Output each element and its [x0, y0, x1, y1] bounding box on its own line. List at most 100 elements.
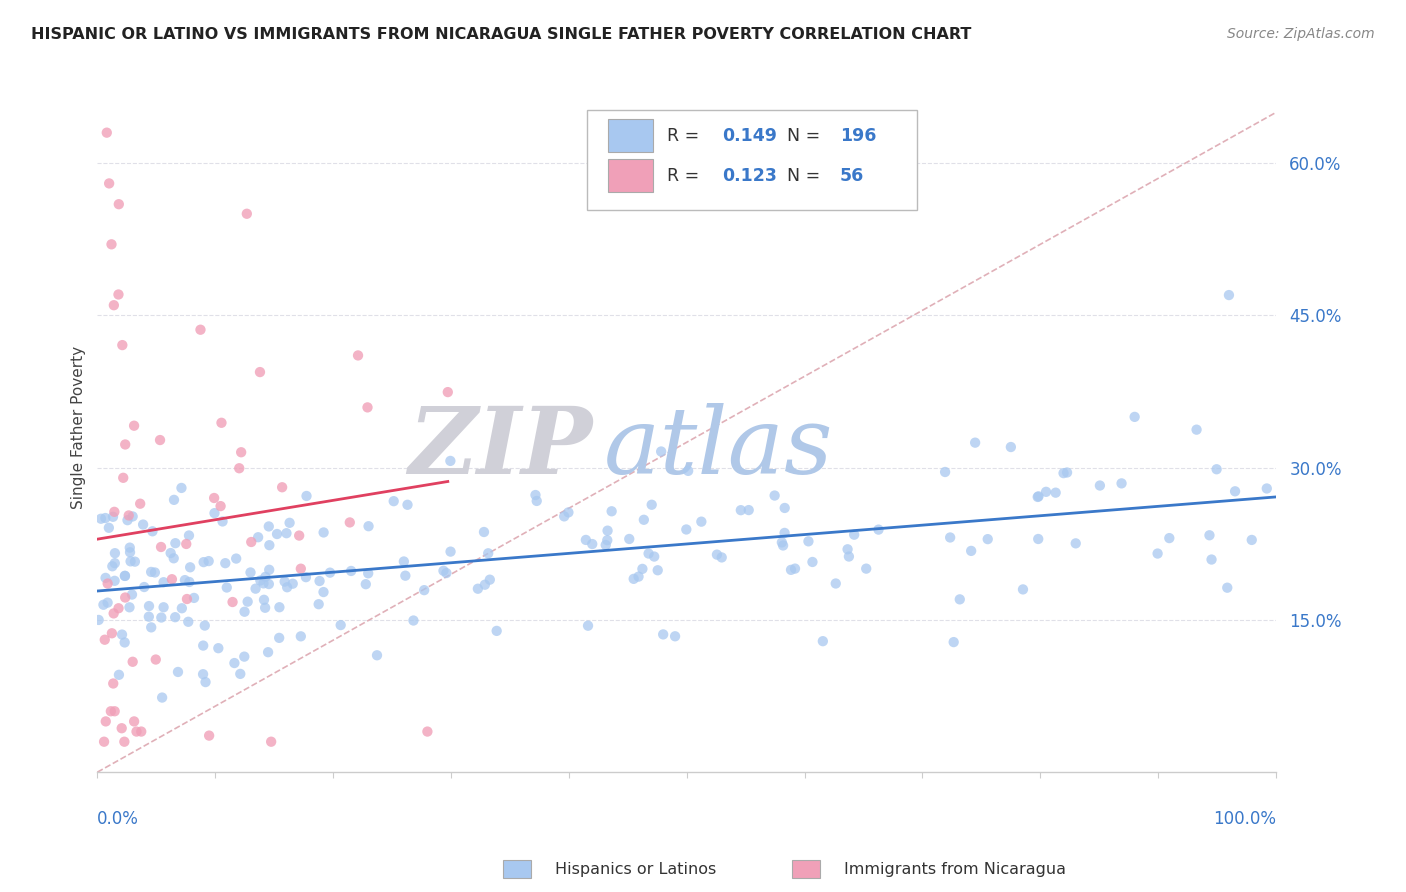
Point	[1012, 582, 1035, 597]
Point	[174, 537, 197, 551]
Point	[357, 566, 380, 581]
Point	[239, 566, 262, 580]
Point	[1185, 423, 1208, 437]
Point	[1218, 288, 1240, 302]
Point	[257, 563, 280, 577]
Point	[236, 207, 259, 221]
Point	[436, 385, 458, 400]
Point	[114, 591, 136, 605]
Point	[960, 544, 983, 558]
Point	[1205, 462, 1227, 476]
Point	[197, 554, 219, 568]
Point	[965, 435, 987, 450]
Point	[1111, 476, 1133, 491]
Point	[641, 498, 664, 512]
Point	[121, 655, 143, 669]
Point	[633, 513, 655, 527]
Point	[108, 197, 131, 211]
Point	[260, 735, 283, 749]
Text: 100.0%: 100.0%	[1213, 810, 1277, 828]
Point	[319, 566, 342, 580]
Point	[824, 576, 846, 591]
Point	[1256, 482, 1278, 496]
Point	[108, 668, 131, 682]
Point	[165, 610, 187, 624]
Point	[97, 596, 120, 610]
Point	[581, 537, 603, 551]
Point	[138, 599, 160, 613]
Point	[249, 365, 271, 379]
Y-axis label: Single Father Poverty: Single Father Poverty	[72, 345, 86, 508]
Point	[211, 515, 233, 529]
Point	[706, 548, 728, 562]
Point	[111, 627, 134, 641]
Point	[290, 562, 312, 576]
Point	[233, 649, 256, 664]
Point	[141, 524, 163, 539]
Point	[838, 549, 860, 564]
Point	[96, 126, 118, 140]
Point	[240, 535, 263, 549]
Point	[942, 635, 965, 649]
Point	[107, 287, 129, 301]
Point	[191, 667, 214, 681]
Point	[114, 635, 136, 649]
Point	[710, 550, 733, 565]
Point	[94, 511, 117, 525]
Point	[329, 618, 352, 632]
Point	[627, 569, 650, 583]
Point	[434, 566, 457, 580]
Point	[1028, 489, 1050, 503]
Point	[675, 523, 697, 537]
FancyBboxPatch shape	[607, 159, 652, 193]
Point	[1000, 440, 1022, 454]
Point	[485, 624, 508, 638]
Point	[94, 632, 117, 647]
Point	[281, 576, 304, 591]
Point	[121, 588, 143, 602]
Point	[855, 561, 877, 575]
Point	[347, 348, 370, 362]
Point	[100, 704, 122, 718]
Point	[1198, 528, 1220, 542]
Point	[101, 509, 124, 524]
Point	[278, 516, 301, 530]
Point	[477, 546, 499, 560]
Point	[117, 513, 139, 527]
Point	[224, 656, 246, 670]
Point	[1223, 484, 1246, 499]
Point	[773, 500, 796, 515]
Point	[160, 572, 183, 586]
Point	[98, 177, 121, 191]
Point	[94, 571, 117, 585]
Point	[104, 556, 127, 570]
Point	[553, 509, 575, 524]
Point	[165, 536, 187, 550]
Point	[120, 554, 142, 568]
Point	[252, 576, 274, 591]
Point	[118, 508, 141, 523]
Point	[524, 488, 547, 502]
Point	[676, 464, 699, 478]
Point	[122, 418, 145, 433]
Point	[357, 519, 380, 533]
Point	[643, 549, 665, 564]
Point	[690, 515, 713, 529]
Point	[770, 535, 793, 549]
Point	[439, 544, 461, 558]
Point	[402, 614, 425, 628]
Point	[637, 547, 659, 561]
Point	[249, 574, 271, 588]
Point	[138, 609, 160, 624]
Point	[596, 524, 619, 538]
Point	[783, 561, 806, 575]
Point	[121, 509, 143, 524]
Point	[868, 523, 890, 537]
Point	[141, 620, 163, 634]
Point	[134, 580, 156, 594]
Point	[934, 465, 956, 479]
Point	[176, 592, 198, 607]
Point	[1026, 490, 1049, 504]
Point	[114, 569, 136, 583]
Point	[1146, 547, 1168, 561]
